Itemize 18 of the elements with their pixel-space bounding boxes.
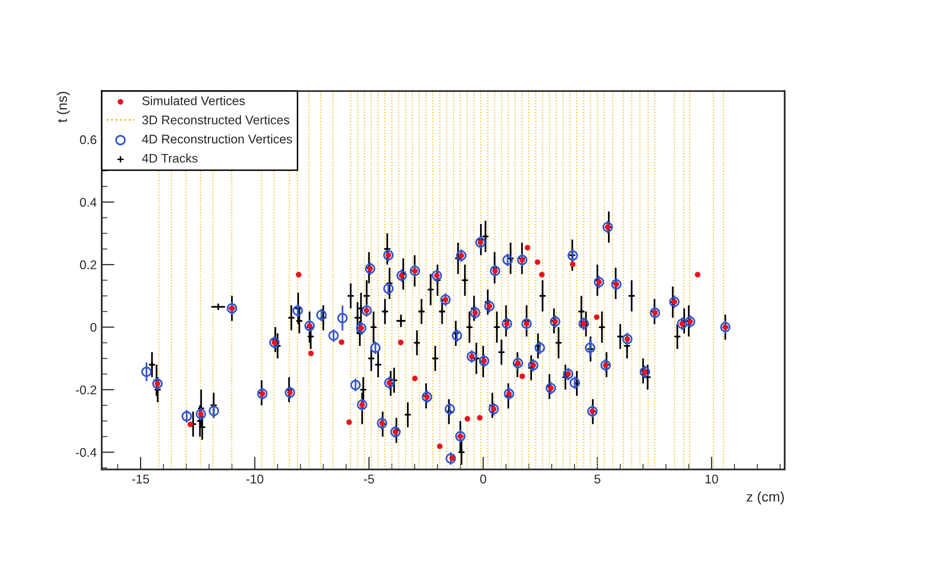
y-tick-label: 0.2 bbox=[80, 260, 96, 270]
y-tick-label: -0.2 bbox=[76, 385, 96, 394]
x-tick-label: -15 bbox=[132, 474, 150, 484]
y-tick-label: 0.6 bbox=[80, 135, 96, 144]
x-tick-label: 0 bbox=[480, 474, 486, 484]
x-tick-label: -5 bbox=[364, 474, 374, 484]
y-axis-title: t (ns) bbox=[56, 92, 70, 122]
legend-label: Simulated Vertices bbox=[142, 96, 245, 106]
x-tick-label: 10 bbox=[706, 474, 718, 484]
legend-label: 4D Reconstruction Vertices bbox=[142, 134, 292, 144]
x-axis-title: z (cm) bbox=[746, 491, 784, 504]
y-tick-label: -0.4 bbox=[76, 448, 97, 457]
x-tick-label: -10 bbox=[246, 474, 264, 484]
ref-line-label: 3D Reconstructed Vertices bbox=[142, 115, 290, 124]
legend-label: 4D Tracks bbox=[142, 153, 198, 163]
x-tick-label: 5 bbox=[594, 474, 600, 484]
y-tick-label: 0 bbox=[90, 322, 96, 332]
y-tick-label: 0.4 bbox=[80, 198, 97, 207]
